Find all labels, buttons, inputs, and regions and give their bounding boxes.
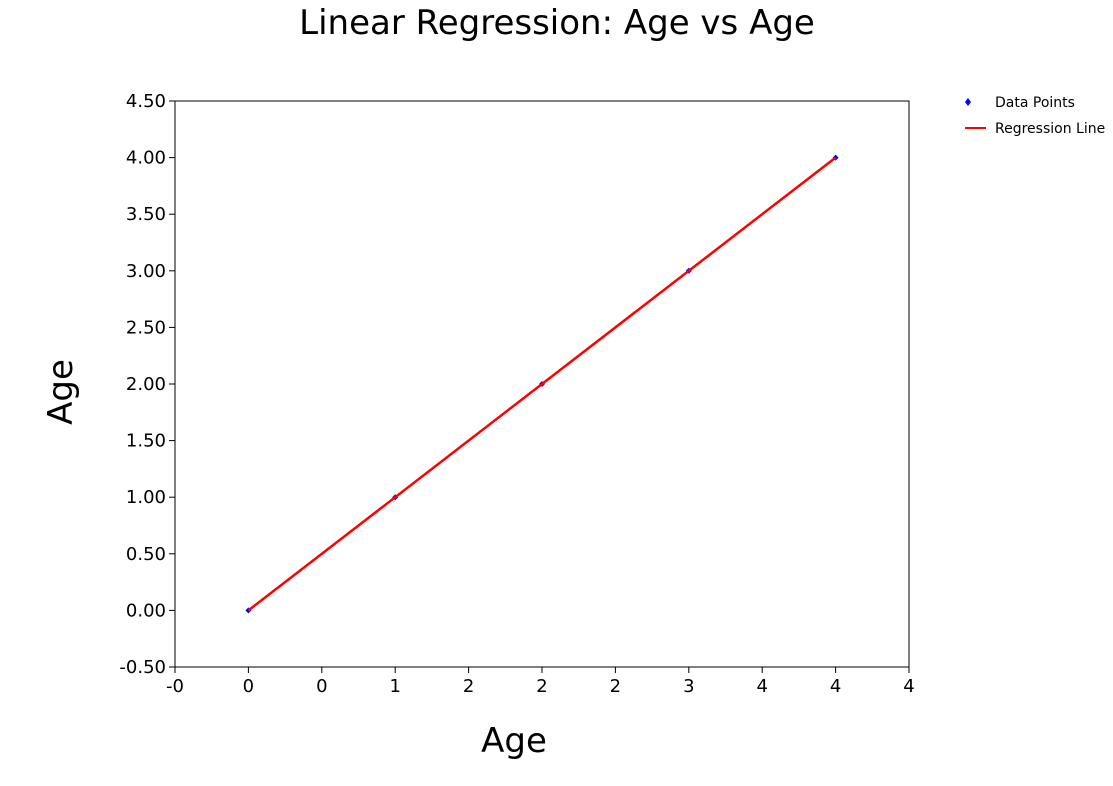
x-tick-label: 2 xyxy=(536,676,547,697)
x-tick-label: 3 xyxy=(683,676,694,697)
x-axis-label: Age xyxy=(481,721,547,761)
regression-line xyxy=(247,156,837,612)
y-axis-ticks: -0.50 0.00 0.50 1.00 1.50 2.00 2.50 3.00 3.50 4.0… xyxy=(119,91,175,678)
y-tick-label: 3.00 xyxy=(126,261,166,282)
x-tick-label: 1 xyxy=(389,676,400,697)
x-tick-label: 2 xyxy=(463,676,474,697)
legend-data-points-label: Data Points xyxy=(995,95,1075,111)
x-tick-label: 2 xyxy=(610,676,621,697)
x-tick-label: -0 xyxy=(166,676,184,697)
x-tick-label: 4 xyxy=(830,676,841,697)
y-tick-label: 1.50 xyxy=(126,431,166,452)
y-tick-label: 4.50 xyxy=(126,91,166,112)
y-axis-label: Age xyxy=(41,359,81,425)
y-tick-label: 3.50 xyxy=(126,204,166,225)
y-tick-label: 4.00 xyxy=(126,148,166,169)
chart-title: Linear Regression: Age vs Age xyxy=(299,3,815,43)
series-layer xyxy=(245,154,839,614)
x-tick-label: 4 xyxy=(756,676,767,697)
x-tick-label: 0 xyxy=(243,676,254,697)
x-tick-label: 0 xyxy=(316,676,327,697)
y-tick-label: 2.00 xyxy=(126,374,166,395)
legend-data-points-marker xyxy=(965,98,971,106)
y-tick-label: 1.00 xyxy=(126,487,166,508)
legend: Data Points Regression Line xyxy=(965,95,1105,137)
y-tick-label: 0.50 xyxy=(126,544,166,565)
legend-regression-line-label: Regression Line xyxy=(995,121,1105,137)
y-tick-label: -0.50 xyxy=(119,657,166,678)
y-tick-label: 2.50 xyxy=(126,317,166,338)
x-axis-ticks: -0 0 0 1 2 2 2 3 4 4 4 xyxy=(166,667,915,697)
y-tick-label: 0.00 xyxy=(126,600,166,621)
x-tick-label: 4 xyxy=(903,676,914,697)
